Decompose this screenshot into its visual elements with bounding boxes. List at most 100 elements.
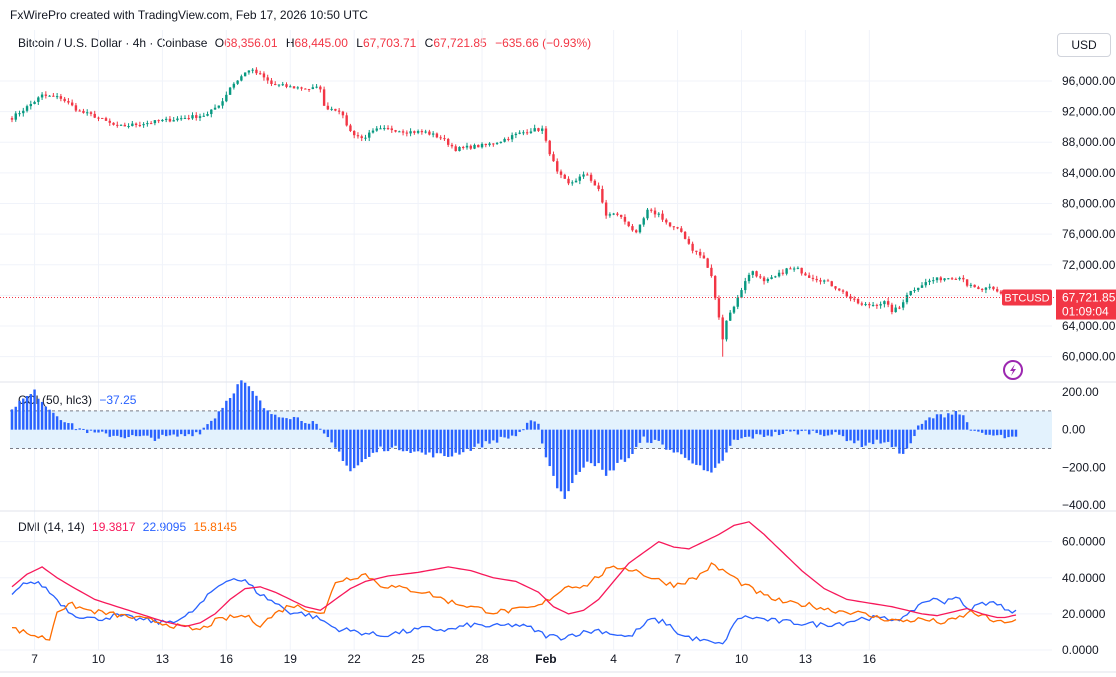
candle-body: [924, 282, 927, 286]
candle-body: [213, 107, 217, 110]
candle: [661, 210, 664, 222]
candle-body: [939, 277, 942, 281]
cci-bar: [939, 414, 942, 430]
candle-body: [247, 70, 251, 73]
cci-bar: [781, 429, 785, 434]
cci-bar: [413, 429, 416, 452]
candle-body: [525, 132, 529, 134]
cci-bar: [856, 429, 860, 441]
cci-bar: [706, 429, 709, 472]
logo-ring: [1003, 360, 1023, 380]
candle-body: [864, 304, 867, 306]
dmi-axis-label: 0.0000: [1062, 643, 1099, 657]
candle-body: [529, 131, 533, 133]
candle-body: [766, 279, 770, 282]
candle: [721, 314, 724, 357]
candle-body: [698, 251, 702, 256]
candle-body: [958, 277, 961, 280]
ohlc-open: O68,356.01: [215, 36, 278, 50]
candle: [695, 250, 698, 255]
cci-bar: [589, 429, 593, 464]
cci-bar: [751, 429, 754, 439]
candle-body: [796, 267, 800, 269]
cci-bar: [815, 429, 818, 434]
cci-bar: [172, 429, 175, 435]
candle-body: [296, 87, 299, 89]
candle: [255, 67, 258, 75]
candle-body: [721, 317, 724, 340]
candle: [40, 92, 44, 100]
candle: [860, 301, 864, 307]
candle-body: [142, 124, 145, 126]
candle: [725, 320, 728, 342]
candle-body: [665, 219, 668, 223]
cci-bar: [638, 429, 642, 443]
candle: [657, 212, 660, 218]
change-value: −635.66 (−0.93%): [495, 36, 592, 50]
candle-body: [435, 133, 439, 138]
cci-bar: [296, 417, 299, 430]
candle-body: [206, 114, 209, 116]
candle: [698, 248, 702, 259]
ohlc-low: L67,703.71: [356, 36, 416, 50]
candle: [296, 86, 299, 90]
candle-body: [507, 138, 510, 140]
cci-bar: [954, 410, 958, 430]
candle-body: [856, 298, 860, 304]
candle: [883, 300, 886, 308]
candle: [345, 112, 348, 127]
dmi-axis-label: 20.0000: [1062, 607, 1106, 621]
cci-bar: [319, 428, 322, 430]
cci-bar: [774, 429, 777, 432]
cci-legend: CCI (50, hlc3) −37.25: [18, 393, 140, 407]
candle-body: [360, 136, 363, 139]
candle: [962, 275, 965, 283]
candle: [541, 125, 544, 134]
candle: [601, 185, 604, 204]
cci-bar: [665, 429, 668, 450]
cci-bar: [574, 429, 578, 475]
cci-bar: [894, 429, 897, 447]
candle: [191, 112, 194, 120]
cci-bar: [747, 429, 751, 437]
candle: [127, 123, 130, 129]
candle: [97, 116, 100, 122]
candle-body: [642, 218, 645, 225]
candle-body: [544, 128, 548, 141]
candle: [781, 269, 785, 276]
price-axis-label: 96,000.00: [1062, 74, 1116, 88]
cci-bar: [969, 429, 973, 431]
candle-body: [274, 83, 277, 85]
candle-body: [420, 131, 424, 133]
candle-body: [578, 176, 582, 181]
candle: [856, 298, 860, 305]
candle-body: [992, 286, 995, 290]
candle: [729, 310, 732, 321]
price-axis-label: 92,000.00: [1062, 105, 1116, 119]
candle-body: [104, 118, 108, 121]
candle: [683, 230, 687, 240]
candle-body: [668, 222, 672, 227]
candle: [386, 125, 390, 131]
candle: [379, 125, 382, 130]
candle: [744, 277, 747, 294]
cci-bar: [258, 400, 262, 430]
cci-bar: [552, 429, 555, 476]
cci-bar: [529, 420, 533, 430]
candle: [668, 222, 672, 228]
candle-body: [127, 126, 130, 128]
candle: [458, 146, 461, 152]
cci-bar: [480, 429, 484, 448]
cci-bar: [368, 429, 371, 457]
currency-button[interactable]: USD: [1057, 33, 1111, 57]
cci-bar: [868, 429, 871, 443]
candle: [815, 275, 818, 283]
candle: [947, 277, 950, 280]
candle: [315, 84, 318, 89]
candle: [236, 80, 239, 85]
cci-bar: [202, 427, 205, 430]
cci-bar: [225, 400, 228, 430]
candle: [101, 117, 104, 119]
candle-body: [947, 278, 950, 280]
